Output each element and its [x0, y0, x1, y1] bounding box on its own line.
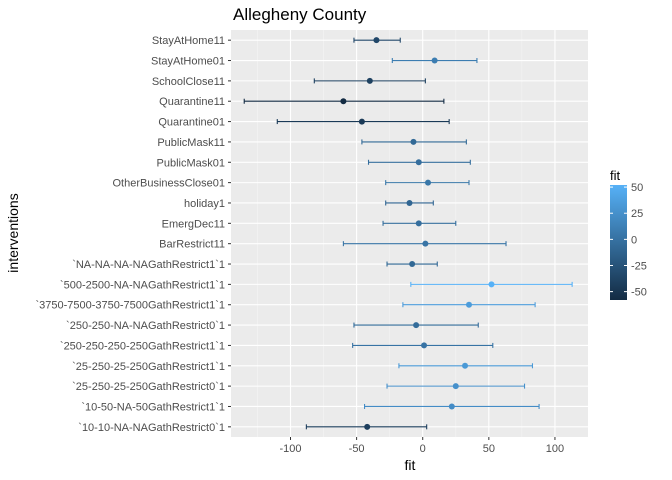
data-point	[358, 118, 365, 125]
y-tick-label: EmergDec11	[162, 218, 225, 230]
legend-label: -50	[631, 287, 647, 299]
legend-label: 25	[631, 208, 643, 220]
data-point	[462, 362, 469, 369]
y-tick-label: OtherBusinessClose01	[112, 178, 225, 190]
y-tick-label: StayAtHome01	[151, 56, 225, 68]
y-tick-label: `250-250-250-250GathRestrict1`1	[60, 340, 225, 352]
legend-ticks: 50 25 0 -25 -50	[610, 182, 647, 299]
y-tick-label: `25-250-25-250GathRestrict1`1	[72, 361, 225, 373]
y-tick-label: `NA-NA-NA-NAGathRestrict1`1	[72, 259, 225, 271]
y-axis: StayAtHome11 StayAtHome01 SchoolClose11 Qua…	[35, 35, 231, 434]
data-point	[425, 179, 432, 186]
x-tick-label: 100	[546, 443, 564, 455]
data-point	[409, 261, 416, 268]
y-tick-label: `10-10-NA-NAGathRestrict0`1	[78, 422, 225, 434]
data-point	[406, 199, 413, 206]
y-tick-label: BarRestrict11	[159, 239, 225, 251]
x-axis-title: fit	[405, 457, 416, 473]
y-tick-label: holiday1	[184, 198, 225, 210]
data-point	[413, 322, 420, 329]
legend-label: -25	[631, 261, 647, 273]
data-point	[415, 220, 422, 227]
data-point	[452, 383, 459, 390]
y-tick-label: Quarantine11	[159, 96, 225, 108]
x-tick-label: 50	[483, 443, 495, 455]
y-axis-title: interventions	[5, 193, 21, 272]
y-tick-label: Quarantine01	[158, 117, 225, 129]
data-point	[415, 159, 422, 166]
y-tick-label: `10-50-NA-50GathRestrict1`1	[81, 401, 225, 413]
x-tick-label: 0	[420, 443, 426, 455]
legend-title: fit	[610, 168, 621, 183]
color-legend: fit 50 25 0 -25 -50	[610, 168, 647, 300]
x-axis: -100 -50 0 50 100	[279, 437, 564, 455]
data-point	[466, 301, 472, 308]
points	[340, 37, 495, 430]
y-tick-label: `3750-7500-3750-7500GathRestrict1`1	[35, 300, 225, 312]
data-point	[448, 403, 455, 410]
legend-label: 50	[631, 182, 643, 194]
x-tick-label: -50	[349, 443, 365, 455]
data-point	[410, 138, 417, 145]
legend-label: 0	[631, 234, 637, 246]
y-tick-label: PublicMask11	[157, 137, 225, 149]
y-tick-label: `25-250-25-250GathRestrict0`1	[72, 381, 225, 393]
plot-panel	[231, 30, 588, 437]
data-point	[340, 98, 347, 105]
data-point	[431, 57, 438, 64]
legend-colorbar	[610, 185, 627, 300]
data-point	[421, 342, 428, 349]
y-tick-label: SchoolClose11	[152, 76, 225, 88]
data-point	[422, 240, 429, 247]
chart-title: Allegheny County	[233, 5, 367, 24]
x-tick-label: -100	[279, 443, 301, 455]
y-tick-label: `500-2500-NA-NAGathRestrict1`1	[60, 279, 225, 291]
y-tick-label: PublicMask01	[157, 157, 225, 169]
y-tick-label: StayAtHome11	[152, 35, 225, 47]
data-point	[366, 77, 373, 84]
data-point	[364, 423, 371, 430]
y-tick-label: `250-250-NA-NAGathRestrict0`1	[66, 320, 225, 332]
minor-gridlines	[257, 30, 523, 437]
data-point	[373, 37, 380, 44]
data-point	[488, 281, 495, 288]
